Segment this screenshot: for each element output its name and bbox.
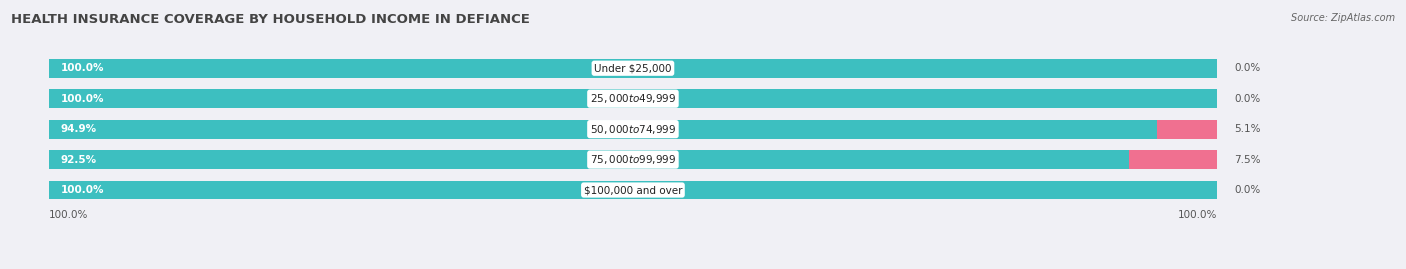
Bar <box>49 89 1216 108</box>
Text: Source: ZipAtlas.com: Source: ZipAtlas.com <box>1291 13 1395 23</box>
Bar <box>1129 150 1216 169</box>
Text: HEALTH INSURANCE COVERAGE BY HOUSEHOLD INCOME IN DEFIANCE: HEALTH INSURANCE COVERAGE BY HOUSEHOLD I… <box>11 13 530 26</box>
Bar <box>49 180 1216 200</box>
Bar <box>49 120 1157 139</box>
Text: 92.5%: 92.5% <box>60 155 97 165</box>
Text: 0.0%: 0.0% <box>1234 63 1261 73</box>
Text: $100,000 and over: $100,000 and over <box>583 185 682 195</box>
Text: 94.9%: 94.9% <box>60 124 97 134</box>
Text: $75,000 to $99,999: $75,000 to $99,999 <box>589 153 676 166</box>
Bar <box>49 150 1216 169</box>
Bar <box>49 180 1216 200</box>
Text: $50,000 to $74,999: $50,000 to $74,999 <box>589 123 676 136</box>
Text: 0.0%: 0.0% <box>1234 94 1261 104</box>
Bar <box>49 59 1216 78</box>
Text: 100.0%: 100.0% <box>49 210 89 220</box>
Text: 5.1%: 5.1% <box>1234 124 1261 134</box>
Bar <box>49 120 1216 139</box>
Text: 100.0%: 100.0% <box>60 94 104 104</box>
Bar <box>49 59 1216 78</box>
Text: 100.0%: 100.0% <box>1177 210 1216 220</box>
Text: 100.0%: 100.0% <box>60 63 104 73</box>
Text: 100.0%: 100.0% <box>60 185 104 195</box>
Bar <box>49 150 1129 169</box>
Bar <box>49 89 1216 108</box>
Text: $25,000 to $49,999: $25,000 to $49,999 <box>589 92 676 105</box>
Text: Under $25,000: Under $25,000 <box>595 63 672 73</box>
Text: 7.5%: 7.5% <box>1234 155 1261 165</box>
Text: 0.0%: 0.0% <box>1234 185 1261 195</box>
Bar <box>1157 120 1216 139</box>
